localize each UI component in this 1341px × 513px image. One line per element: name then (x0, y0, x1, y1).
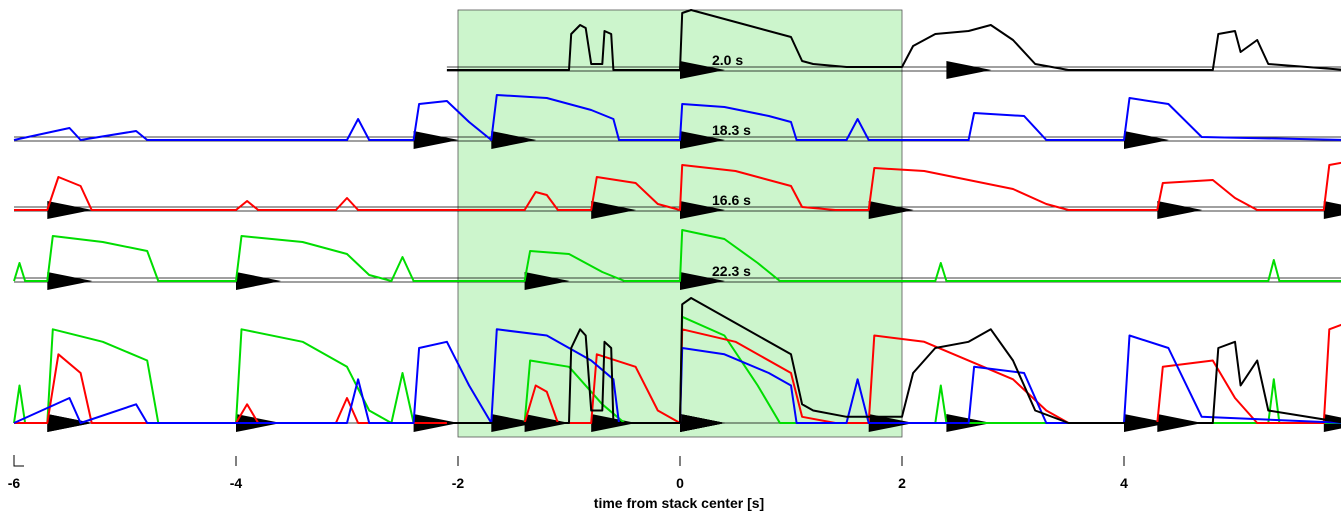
highlight-band (457, 9, 903, 438)
overlay-trace (446, 297, 1341, 424)
trace-label: 2.0 s (712, 52, 743, 68)
trace-label: 18.3 s (712, 122, 751, 138)
trace (13, 229, 1341, 282)
x-tick-label: 2 (898, 475, 906, 491)
stimulus-wedge (47, 414, 93, 432)
stimulus-wedge (47, 272, 93, 290)
stimulus-wedge (868, 201, 914, 219)
trace-label: 22.3 s (712, 263, 751, 279)
stimulus-wedge (946, 61, 992, 79)
stimulus-wedge (680, 272, 725, 290)
x-tick-label: 0 (676, 475, 684, 491)
stimulus-wedge (680, 201, 725, 219)
stimulus-wedge (236, 272, 281, 290)
trace (446, 9, 1341, 71)
stimulus-wedge (491, 131, 537, 149)
stimulus-wedge (1323, 201, 1341, 219)
x-tick-label: -2 (452, 475, 465, 491)
background-layer (457, 9, 903, 438)
trace (13, 94, 1341, 141)
stimulus-wedge (1157, 201, 1203, 219)
x-tick-label: -4 (230, 475, 243, 491)
scale-bar (13, 455, 24, 467)
stimulus-wedge (1124, 131, 1169, 149)
stimulus-wedge (680, 61, 725, 79)
stimulus-wedge (591, 201, 637, 219)
x-tick-label: -6 (8, 475, 21, 491)
trace-label: 16.6 s (712, 192, 751, 208)
x-tick-label: 4 (1120, 475, 1128, 491)
stimulus-wedge (413, 131, 459, 149)
trace (14, 161, 1341, 211)
x-axis-label: time from stack center [s] (594, 495, 764, 511)
stimulus-wedge (680, 414, 725, 432)
stimulus-wedge (680, 131, 725, 149)
stimulus-wedge (524, 272, 570, 290)
stimulus-wedge (47, 201, 93, 219)
